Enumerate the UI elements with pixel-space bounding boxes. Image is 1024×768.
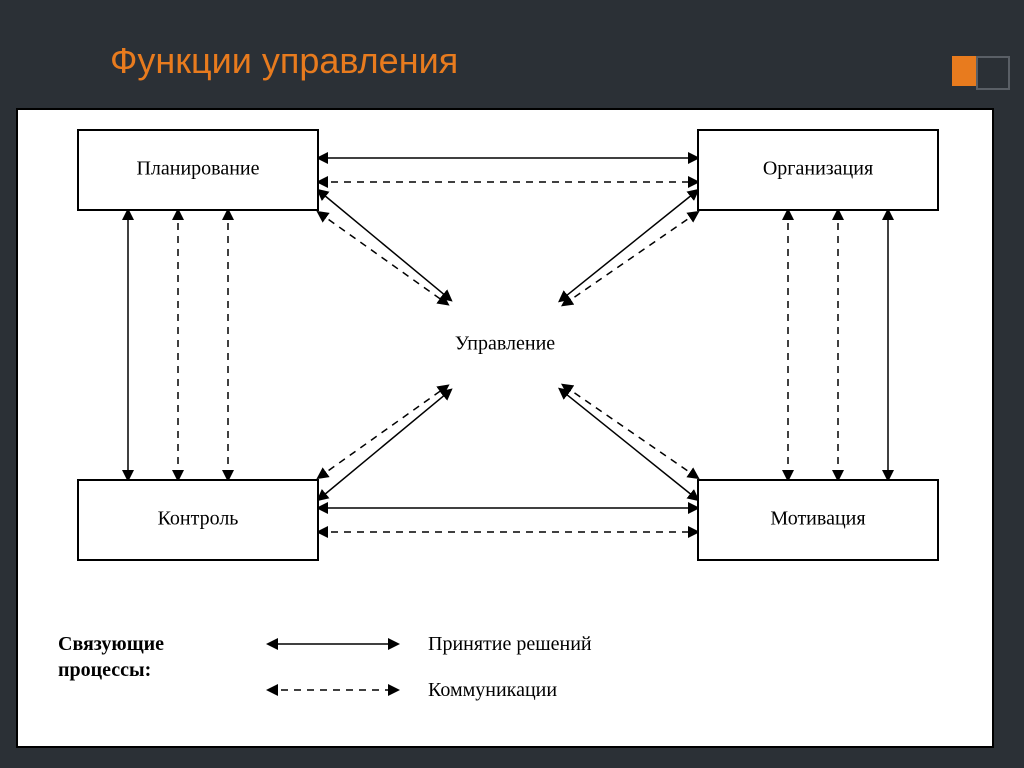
node-label-planning: Планирование bbox=[136, 158, 259, 180]
slide-title: Функции управления bbox=[110, 40, 458, 82]
legend-item-1: Коммуникации bbox=[428, 679, 557, 701]
slide: Функции управления Планирование Организац… bbox=[0, 0, 1024, 768]
legend-title-line2: процессы: bbox=[58, 659, 151, 681]
center-label: Управление bbox=[455, 333, 555, 355]
node-label-control: Контроль bbox=[158, 508, 239, 530]
accent-square-2 bbox=[976, 56, 1010, 90]
node-label-organization: Организация bbox=[763, 158, 873, 180]
legend-item-0: Принятие решений bbox=[428, 633, 592, 655]
node-label-motivation: Мотивация bbox=[770, 508, 865, 530]
legend-title-line1: Связующие bbox=[58, 633, 164, 655]
diagram-frame: Планирование Организация Контроль Мотивация… bbox=[16, 108, 994, 748]
diagram-svg: Планирование Организация Контроль Мотивация… bbox=[18, 110, 992, 746]
